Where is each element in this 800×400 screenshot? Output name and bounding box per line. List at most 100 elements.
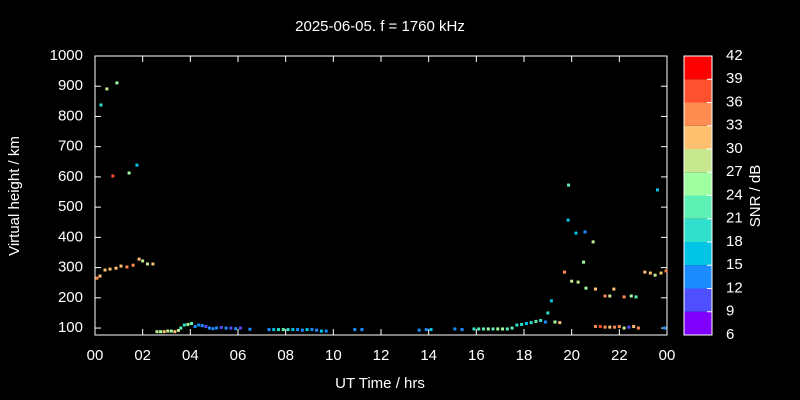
point <box>622 295 626 299</box>
point <box>159 330 163 334</box>
point <box>491 327 495 331</box>
point <box>281 328 285 332</box>
point <box>594 325 597 329</box>
point <box>460 328 464 332</box>
point <box>224 326 228 330</box>
point <box>653 273 657 277</box>
point <box>135 163 139 167</box>
point <box>360 328 364 332</box>
point <box>520 322 524 326</box>
point <box>300 328 304 332</box>
point <box>496 327 500 331</box>
point <box>229 326 233 330</box>
point <box>429 328 433 332</box>
point <box>176 328 180 332</box>
point <box>622 326 626 330</box>
point <box>166 329 170 333</box>
colorbar-band <box>684 218 712 242</box>
point <box>543 320 547 324</box>
y-tick-label: 200 <box>58 289 83 306</box>
point <box>145 262 149 266</box>
point <box>310 328 314 332</box>
colorbar-band <box>684 242 712 266</box>
point <box>296 328 300 332</box>
colorbar-tick-label: 21 <box>726 210 743 227</box>
point <box>137 257 141 261</box>
point <box>291 328 295 332</box>
x-tick-label: 14 <box>420 347 437 364</box>
colorbar-tick-label: 27 <box>726 163 743 180</box>
point <box>598 325 602 329</box>
point <box>182 323 186 327</box>
colorbar-tick-label: 9 <box>726 303 734 320</box>
point <box>131 263 135 267</box>
point <box>553 320 557 324</box>
point <box>663 326 667 330</box>
point <box>95 276 99 280</box>
y-axis-label: Virtual height / km <box>6 136 23 256</box>
point <box>215 326 219 330</box>
point <box>591 240 595 244</box>
point <box>534 319 538 323</box>
point <box>200 324 204 328</box>
point <box>99 103 103 107</box>
colorbar-tick-label: 24 <box>726 186 743 203</box>
point <box>286 328 290 332</box>
point <box>558 321 562 325</box>
x-axis-label: UT Time / hrs <box>335 375 425 392</box>
chart-title: 2025-06-05. f = 1760 kHz <box>295 18 465 35</box>
point <box>664 269 668 273</box>
point <box>417 328 421 332</box>
point <box>108 267 112 271</box>
point <box>584 286 588 290</box>
point <box>173 330 177 334</box>
y-tick-label: 400 <box>58 228 83 245</box>
colorbar-band <box>684 102 712 126</box>
point <box>211 327 215 331</box>
colorbar-tick-label: 30 <box>726 140 743 157</box>
point <box>98 274 102 278</box>
x-tick-label: 06 <box>230 347 247 364</box>
colorbar-band <box>684 265 712 289</box>
point <box>608 325 612 329</box>
point <box>477 327 481 331</box>
point <box>472 327 476 331</box>
point <box>659 271 663 275</box>
point <box>179 326 183 330</box>
x-tick-label: 22 <box>611 347 628 364</box>
colorbar-band <box>684 195 712 219</box>
point <box>567 183 571 187</box>
point <box>190 322 194 326</box>
point <box>151 262 155 266</box>
point <box>603 294 607 298</box>
colorbar-tick-label: 18 <box>726 233 743 250</box>
point <box>549 299 553 303</box>
point <box>207 326 211 330</box>
point <box>162 330 166 334</box>
y-tick-label: 600 <box>58 168 83 185</box>
colorbar-band <box>684 149 712 173</box>
point <box>115 81 119 85</box>
point <box>481 327 485 331</box>
x-tick-label: 00 <box>659 347 676 364</box>
colorbar-band <box>684 288 712 312</box>
y-tick-label: 1000 <box>50 47 83 64</box>
point <box>169 329 173 333</box>
point <box>486 327 490 331</box>
x-tick-label: 04 <box>182 347 199 364</box>
point <box>583 230 587 234</box>
colorbar-tick-label: 42 <box>726 47 743 64</box>
x-tick-label: 02 <box>134 347 151 364</box>
point <box>524 322 528 326</box>
point <box>127 171 131 175</box>
point <box>234 327 238 331</box>
point <box>353 328 357 332</box>
point <box>238 326 242 330</box>
point <box>574 231 578 235</box>
point <box>582 260 586 264</box>
point <box>629 294 633 298</box>
point <box>594 287 597 291</box>
point <box>315 328 319 332</box>
colorbar-label: SNR / dB <box>747 165 764 228</box>
